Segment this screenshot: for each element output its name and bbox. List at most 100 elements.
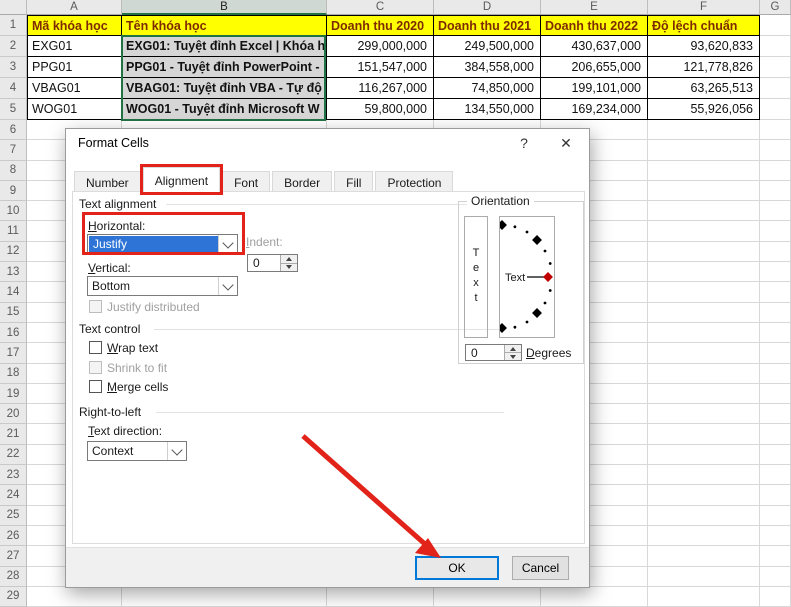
tab-alignment[interactable]: Alignment [139,164,224,195]
cell-G22[interactable] [760,444,791,466]
cell-D4[interactable]: 74,850,000 [434,78,541,99]
indent-spinner[interactable]: 0 [247,254,298,272]
cell-A29[interactable] [27,586,122,607]
cell-B3[interactable]: PPG01 - Tuyệt đỉnh PowerPoint - [122,57,327,78]
row-header-3[interactable]: 3 [0,57,27,78]
column-header-a[interactable]: A [27,0,122,15]
cell-C5[interactable]: 59,800,000 [327,99,434,120]
tab-font[interactable]: Font [222,171,271,192]
row-header-19[interactable]: 19 [0,383,27,405]
cell-G11[interactable] [760,221,791,242]
row-header-9[interactable]: 9 [0,180,27,202]
cell-F13[interactable] [648,262,760,283]
row-header-18[interactable]: 18 [0,363,27,384]
cell-F11[interactable] [648,221,760,242]
cell-F3[interactable]: 121,778,826 [648,57,760,78]
cell-C2[interactable]: 299,000,000 [327,36,434,57]
row-header-12[interactable]: 12 [0,241,27,263]
cell-C29[interactable] [327,586,434,607]
cell-F20[interactable] [648,404,760,425]
orientation-dial[interactable]: Text [497,216,555,338]
cell-F29[interactable] [648,586,760,607]
cell-F8[interactable] [648,160,760,181]
cell-G14[interactable] [760,282,791,303]
cell-C1[interactable]: Doanh thu 2020 [327,15,434,36]
degrees-up-button[interactable] [505,345,521,352]
cell-G9[interactable] [760,180,791,202]
dialog-titlebar[interactable]: Format Cells ? ✕ [66,129,589,157]
row-header-6[interactable]: 6 [0,120,27,141]
cell-B1[interactable]: Tên khóa học [122,15,327,36]
tab-fill[interactable]: Fill [334,171,374,192]
horizontal-dropdown[interactable]: Justify [87,234,238,254]
cell-A1[interactable]: Mã khóa học [27,15,122,36]
row-header-21[interactable]: 21 [0,424,27,445]
row-header-28[interactable]: 28 [0,566,27,587]
cell-G26[interactable] [760,525,791,547]
row-header-4[interactable]: 4 [0,78,27,99]
cell-G3[interactable] [760,57,791,78]
row-header-13[interactable]: 13 [0,262,27,283]
cell-F23[interactable] [648,465,760,486]
help-icon[interactable]: ? [520,135,528,151]
row-header-22[interactable]: 22 [0,444,27,466]
ok-button[interactable]: OK [415,556,499,580]
cell-C3[interactable]: 151,547,000 [327,57,434,78]
row-header-23[interactable]: 23 [0,465,27,486]
row-header-11[interactable]: 11 [0,221,27,242]
chevron-down-icon[interactable] [218,277,237,295]
cell-G2[interactable] [760,36,791,57]
tab-number[interactable]: Number [74,171,141,192]
cell-G8[interactable] [760,160,791,181]
cell-G12[interactable] [760,241,791,263]
column-header-d[interactable]: D [434,0,541,15]
cell-D3[interactable]: 384,558,000 [434,57,541,78]
cell-E2[interactable]: 430,637,000 [541,36,648,57]
row-header-20[interactable]: 20 [0,404,27,425]
chevron-down-icon[interactable] [218,235,237,253]
cell-G28[interactable] [760,566,791,587]
cell-F28[interactable] [648,566,760,587]
close-icon[interactable]: ✕ [560,134,572,151]
cell-F26[interactable] [648,525,760,547]
row-header-17[interactable]: 17 [0,343,27,364]
cell-F15[interactable] [648,302,760,323]
column-header-f[interactable]: F [648,0,760,15]
cell-F2[interactable]: 93,620,833 [648,36,760,57]
cell-D1[interactable]: Doanh thu 2021 [434,15,541,36]
cell-A2[interactable]: EXG01 [27,36,122,57]
cell-F6[interactable] [648,120,760,141]
row-header-10[interactable]: 10 [0,201,27,222]
column-header-c[interactable]: C [327,0,434,15]
cell-F5[interactable]: 55,926,056 [648,99,760,120]
cell-D5[interactable]: 134,550,000 [434,99,541,120]
cell-G25[interactable] [760,505,791,526]
cell-G17[interactable] [760,343,791,364]
cell-F21[interactable] [648,424,760,445]
cell-B2[interactable]: EXG01: Tuyệt đỉnh Excel | Khóa h [122,36,327,57]
cell-F18[interactable] [648,363,760,384]
cell-A4[interactable]: VBAG01 [27,78,122,99]
vertical-text-preview[interactable]: Text [464,216,488,338]
cell-G6[interactable] [760,120,791,141]
cell-G10[interactable] [760,201,791,222]
cell-F16[interactable] [648,322,760,344]
cell-E5[interactable]: 169,234,000 [541,99,648,120]
cell-C4[interactable]: 116,267,000 [327,78,434,99]
cell-G4[interactable] [760,78,791,99]
indent-down-button[interactable] [281,262,297,271]
chevron-down-icon[interactable] [167,442,186,460]
row-header-26[interactable]: 26 [0,525,27,547]
column-header-e[interactable]: E [541,0,648,15]
cell-A3[interactable]: PPG01 [27,57,122,78]
indent-up-button[interactable] [281,255,297,263]
cell-B4[interactable]: VBAG01: Tuyệt đỉnh VBA - Tự độ [122,78,327,99]
cell-F22[interactable] [648,444,760,466]
vertical-dropdown[interactable]: Bottom [87,276,238,296]
row-header-14[interactable]: 14 [0,282,27,303]
column-header-g[interactable]: G [760,0,791,15]
cell-F12[interactable] [648,241,760,263]
cell-G16[interactable] [760,322,791,344]
cell-D2[interactable]: 249,500,000 [434,36,541,57]
cell-E29[interactable] [541,586,648,607]
